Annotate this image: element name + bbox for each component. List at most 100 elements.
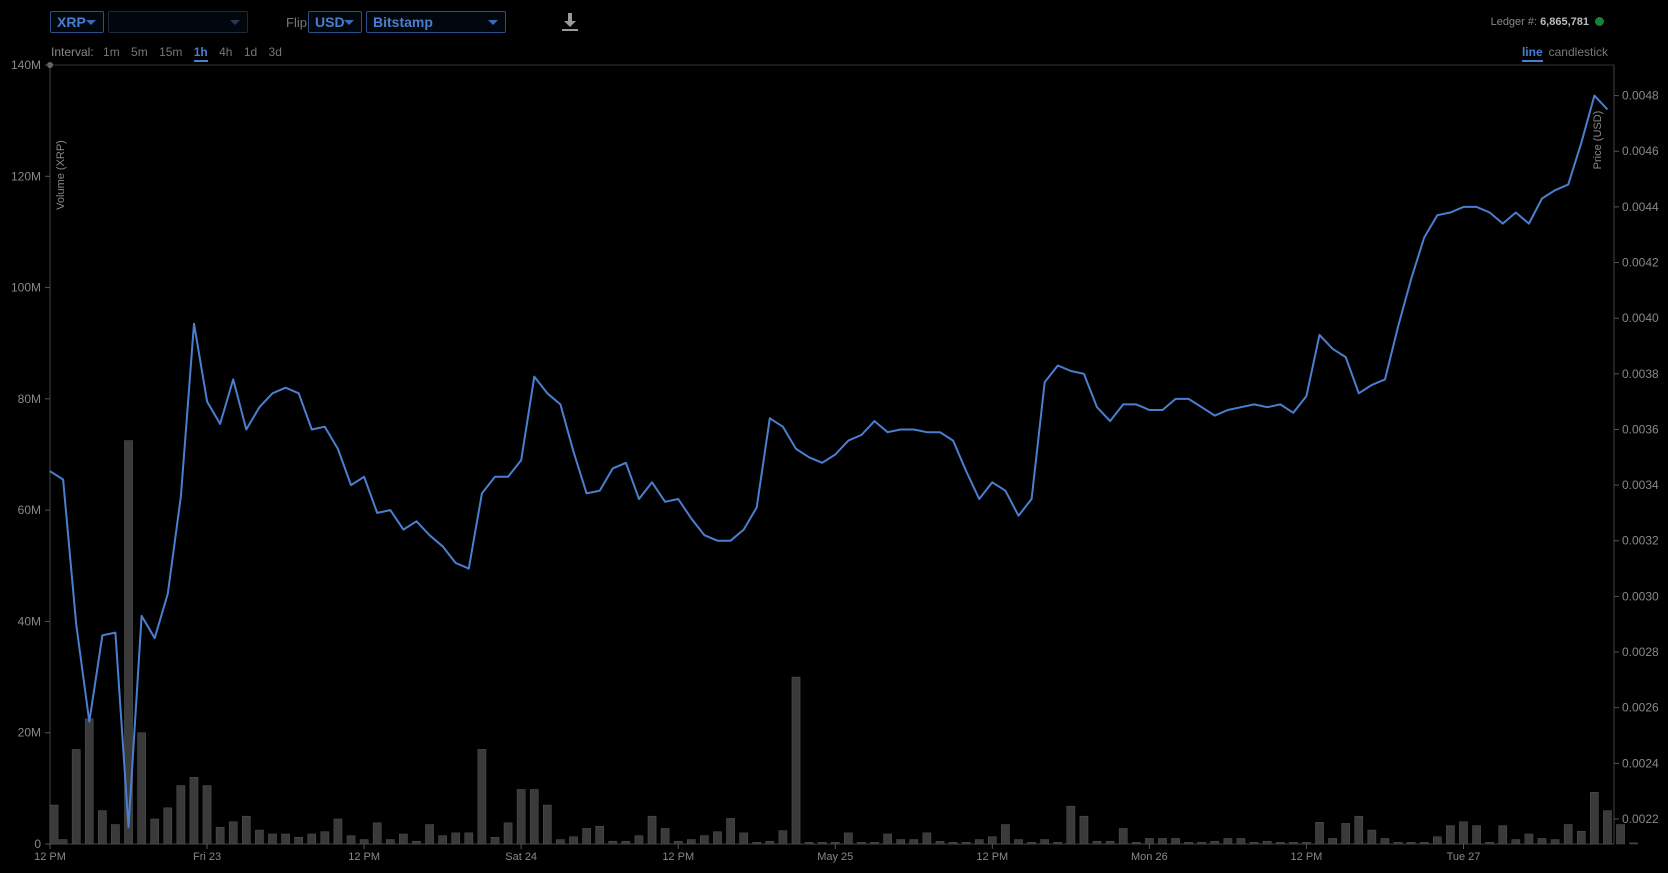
volume-bar xyxy=(49,804,59,845)
volume-bar xyxy=(359,839,369,845)
volume-bar xyxy=(1616,824,1625,845)
time-tick-label: Mon 26 xyxy=(1131,851,1168,863)
interval-selector: Interval: 1m 5m 15m 1h 4h 1d 3d xyxy=(51,45,290,62)
price-tick-label: 0.0028 xyxy=(1622,645,1659,659)
interval-option-1m[interactable]: 1m xyxy=(103,45,120,59)
volume-bar xyxy=(608,840,618,845)
interval-option-1d[interactable]: 1d xyxy=(243,45,258,59)
interval-label: Interval: xyxy=(51,45,94,59)
quote-issuer-select[interactable]: Bitstamp xyxy=(366,11,506,33)
volume-bar xyxy=(1158,838,1167,845)
price-tick-label: 0.0034 xyxy=(1622,478,1659,492)
volume-bar xyxy=(333,818,343,845)
chevron-down-icon xyxy=(86,20,96,25)
volume-tick-label: 120M xyxy=(11,169,41,183)
volume-bar xyxy=(660,828,670,845)
time-tick-label: 12 PM xyxy=(348,851,380,863)
volume-bar xyxy=(385,839,395,845)
download-icon[interactable] xyxy=(561,12,579,32)
volume-bar xyxy=(1289,842,1298,845)
volume-bar xyxy=(1092,840,1102,845)
volume-bar xyxy=(739,832,748,845)
volume-bar xyxy=(1537,838,1547,845)
ledger-number: 6,865,781 xyxy=(1540,16,1589,28)
volume-bar xyxy=(634,835,644,845)
volume-bar xyxy=(686,839,696,845)
volume-bar xyxy=(1459,821,1468,845)
interval-option-5m[interactable]: 5m xyxy=(131,45,148,59)
volume-bar xyxy=(1053,842,1063,845)
price-tick-label: 0.0032 xyxy=(1622,534,1659,548)
volume-bar xyxy=(1275,842,1285,845)
chevron-down-icon xyxy=(230,20,240,25)
volume-bar xyxy=(1550,839,1560,845)
volume-bar xyxy=(752,842,762,845)
volume-bar xyxy=(700,835,709,845)
volume-bar xyxy=(948,842,958,845)
chart-type-line[interactable]: line xyxy=(1521,45,1543,62)
interval-option-3d[interactable]: 3d xyxy=(268,45,282,59)
volume-bar xyxy=(1184,842,1193,845)
volume-bar xyxy=(1629,842,1638,845)
chevron-down-icon xyxy=(344,20,354,25)
volume-bar xyxy=(1576,830,1586,845)
quote-currency-select[interactable]: USD xyxy=(308,11,362,33)
time-tick-label: Fri 23 xyxy=(193,851,221,863)
time-tick-label: 12 PM xyxy=(662,851,694,863)
interval-option-4h[interactable]: 4h xyxy=(219,45,233,59)
volume-bar xyxy=(1590,792,1599,845)
flip-button[interactable]: Flip xyxy=(286,15,307,30)
volume-bar xyxy=(451,832,461,845)
volume-tick-label: 80M xyxy=(18,392,41,406)
volume-tick-label: 140M xyxy=(11,58,41,72)
volume-bar xyxy=(1066,805,1076,845)
volume-tick-label: 0 xyxy=(34,837,41,851)
volume-bar xyxy=(1472,825,1481,845)
volume-bar xyxy=(988,836,997,845)
volume-bar xyxy=(1433,836,1442,845)
volume-bar xyxy=(503,822,513,845)
volume-bar xyxy=(529,789,539,845)
volume-bar xyxy=(438,835,447,845)
volume-bar xyxy=(883,833,892,845)
volume-bar xyxy=(516,789,526,845)
volume-tick-label: 20M xyxy=(18,726,41,740)
volume-axis-label: Volume (XRP) xyxy=(55,140,67,210)
volume-bar xyxy=(1393,842,1403,845)
volume-bar xyxy=(1131,842,1141,845)
time-tick-label: 12 PM xyxy=(976,851,1008,863)
base-currency-select[interactable]: XRP xyxy=(50,11,104,33)
chart-type-candlestick[interactable]: candlestick xyxy=(1548,45,1608,59)
volume-bar xyxy=(582,828,591,845)
volume-bar xyxy=(1262,840,1272,845)
volume-bar xyxy=(176,785,186,845)
volume-bar xyxy=(1485,842,1494,845)
quote-issuer-value: Bitstamp xyxy=(373,14,433,30)
volume-bar xyxy=(1118,828,1128,845)
volume-bar xyxy=(98,810,107,845)
volume-tick-label: 60M xyxy=(18,503,41,517)
volume-bar xyxy=(124,440,133,845)
volume-bar xyxy=(307,833,317,845)
base-issuer-select[interactable] xyxy=(108,11,248,33)
volume-bar xyxy=(961,842,971,845)
interval-option-1h[interactable]: 1h xyxy=(193,45,208,62)
volume-bar xyxy=(268,833,277,845)
volume-bar xyxy=(1249,842,1259,845)
ledger-label: Ledger #: xyxy=(1490,16,1538,28)
time-axis: 12 PM Fri 23 12 PM Sat 24 12 PM May 25 12 PM Mo… xyxy=(34,844,1480,863)
price-tick-label: 0.0024 xyxy=(1622,756,1659,770)
volume-bar xyxy=(791,676,801,845)
volume-bar xyxy=(922,832,932,845)
price-series-line xyxy=(49,94,1609,829)
volume-bar xyxy=(673,840,683,845)
volume-bar xyxy=(621,840,631,845)
volume-bar xyxy=(830,842,840,845)
volume-bar xyxy=(111,824,120,845)
volume-bar xyxy=(346,835,356,845)
volume-bar xyxy=(1406,842,1416,845)
volume-bar xyxy=(150,818,160,845)
interval-option-15m[interactable]: 15m xyxy=(159,45,183,59)
volume-tick-label: 40M xyxy=(18,614,41,628)
